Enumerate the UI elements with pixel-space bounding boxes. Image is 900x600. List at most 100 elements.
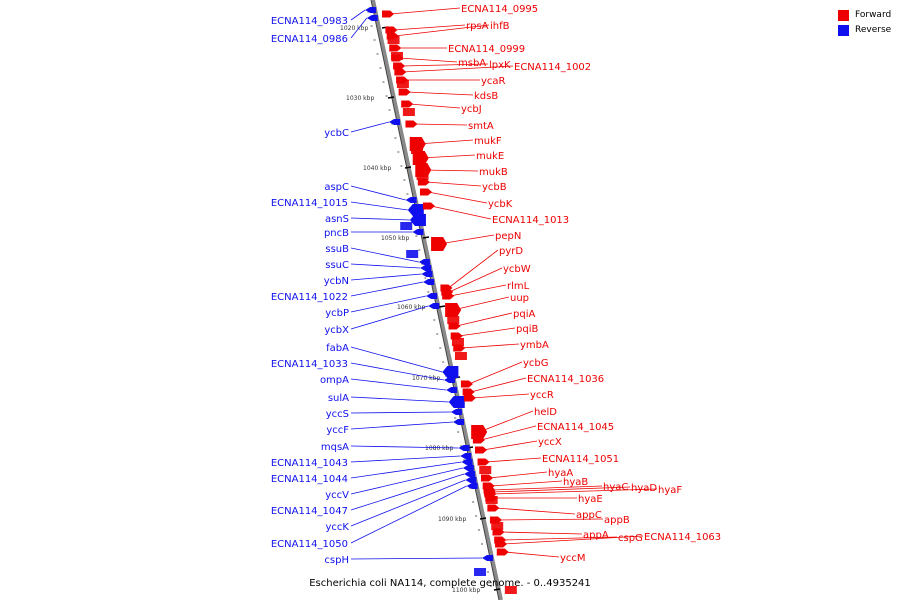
forward-gene-connector xyxy=(389,7,461,15)
scale-label: 1050 kbp xyxy=(381,235,409,242)
forward-gene-connector xyxy=(409,103,461,109)
forward-gene-connector xyxy=(461,343,520,349)
forward-gene-feature xyxy=(460,380,473,388)
scale-label: 1100 kbp xyxy=(452,587,480,594)
reverse-gene-label: ECNA114_1047 xyxy=(271,506,348,517)
reverse-gene-feature xyxy=(400,222,413,230)
reverse-gene-feature xyxy=(482,555,494,561)
forward-gene-label: ycbG xyxy=(523,358,549,369)
forward-gene-feature xyxy=(419,188,432,196)
reverse-gene-label: ssuB xyxy=(325,244,349,255)
reverse-gene-label: yccS xyxy=(326,409,349,420)
scale-label: 1070 kbp xyxy=(412,375,440,382)
forward-gene-label: smtA xyxy=(468,121,494,132)
reverse-gene-feature xyxy=(428,303,440,309)
reverse-gene-connector xyxy=(350,473,465,511)
reverse-gene-feature xyxy=(466,483,478,489)
reverse-gene-label: ycbN xyxy=(324,276,349,287)
scale-tick xyxy=(387,96,395,99)
reverse-gene-label: mqsA xyxy=(321,442,349,453)
forward-gene-connector xyxy=(406,91,474,96)
forward-gene-connector xyxy=(393,24,466,31)
forward-gene-label: mukE xyxy=(476,151,504,162)
scale-tick xyxy=(438,305,446,308)
forward-gene-connector xyxy=(503,535,644,545)
forward-gene-connector xyxy=(490,480,563,487)
reverse-gene-feature xyxy=(412,229,424,235)
legend: Forward Reverse xyxy=(838,8,891,38)
forward-gene-label: ECNA114_0995 xyxy=(461,4,538,15)
scale-tick xyxy=(422,236,430,239)
forward-gene-label: ECNA114_1036 xyxy=(527,374,604,385)
reverse-gene-label: yccV xyxy=(325,490,349,501)
forward-gene-label: ymbA xyxy=(520,340,549,351)
reverse-gene-connector xyxy=(350,121,390,133)
forward-gene-connector xyxy=(480,425,537,441)
forward-gene-feature xyxy=(504,586,517,594)
forward-gene-label: pyrD xyxy=(499,246,523,257)
forward-gene-feature xyxy=(385,26,398,34)
forward-gene-label: lpxK xyxy=(489,60,511,71)
forward-gene-label: mukB xyxy=(479,167,508,178)
reverse-gene-connector xyxy=(350,445,459,449)
reverse-gene-label: ycbP xyxy=(325,308,349,319)
forward-gene-connector xyxy=(479,410,534,433)
forward-gene-connector xyxy=(425,181,482,187)
forward-gene-connector xyxy=(449,267,503,293)
forward-gene-label: rlmL xyxy=(507,281,530,292)
forward-gene-connector xyxy=(448,249,499,289)
reverse-gene-feature xyxy=(406,250,419,258)
reverse-gene-feature xyxy=(421,271,433,277)
forward-gene-feature xyxy=(390,52,403,60)
reverse-gene-label: pncB xyxy=(324,228,349,239)
reverse-gene-connector xyxy=(350,396,449,403)
forward-gene-label: pqiB xyxy=(516,324,538,335)
forward-gene-connector xyxy=(417,139,474,145)
scale-label: 1060 kbp xyxy=(397,304,425,311)
forward-gene-feature xyxy=(417,178,430,186)
forward-gene-label: ihfB xyxy=(490,21,510,32)
forward-gene-label: uup xyxy=(510,293,529,304)
reverse-gene-connector xyxy=(350,421,454,430)
forward-gene-connector xyxy=(430,205,492,220)
legend-reverse-label: Reverse xyxy=(855,25,892,35)
scale-label: 1040 kbp xyxy=(363,165,391,172)
reverse-gene-connector xyxy=(350,185,406,201)
forward-gene-connector xyxy=(504,551,560,558)
reverse-gene-connector xyxy=(350,455,461,463)
reverse-gene-feature xyxy=(423,279,435,285)
forward-gene-connector xyxy=(485,457,542,463)
forward-gene-label: pepN xyxy=(495,231,521,242)
forward-gene-feature xyxy=(487,504,500,512)
reverse-gene-feature xyxy=(365,7,377,13)
reverse-gene-connector xyxy=(350,411,451,414)
forward-gene-label: ECNA114_0999 xyxy=(448,44,525,55)
forward-gene-feature xyxy=(431,237,448,251)
reverse-gene-connector xyxy=(350,281,424,297)
reverse-gene-feature xyxy=(409,214,426,226)
reverse-gene-feature xyxy=(389,119,401,125)
reverse-gene-connector xyxy=(350,461,462,479)
reverse-gene-feature xyxy=(448,396,465,408)
forward-gene-feature xyxy=(492,528,505,536)
legend-reverse-swatch xyxy=(838,25,849,36)
reverse-gene-feature xyxy=(458,445,470,451)
forward-gene-label: ECNA114_1045 xyxy=(537,422,614,433)
forward-gene-feature xyxy=(387,36,400,44)
reverse-gene-label: sulA xyxy=(328,393,349,404)
reverse-gene-label: cspH xyxy=(324,555,349,566)
forward-gene-feature xyxy=(450,332,463,340)
reverse-gene-feature xyxy=(418,259,430,265)
forward-gene-connector xyxy=(488,471,548,479)
forward-gene-feature xyxy=(454,352,467,360)
reverse-gene-label: ECNA114_0986 xyxy=(271,34,348,45)
forward-gene-feature xyxy=(448,322,461,330)
reverse-gene-label: ECNA114_1033 xyxy=(271,359,348,370)
forward-gene-connector xyxy=(394,24,490,37)
forward-gene-feature xyxy=(398,88,411,96)
reverse-gene-connector xyxy=(350,346,443,373)
forward-gene-label: cspG xyxy=(618,533,643,544)
reverse-gene-label: ompA xyxy=(320,375,349,386)
reverse-gene-feature xyxy=(450,409,462,415)
forward-gene-connector xyxy=(458,327,516,337)
